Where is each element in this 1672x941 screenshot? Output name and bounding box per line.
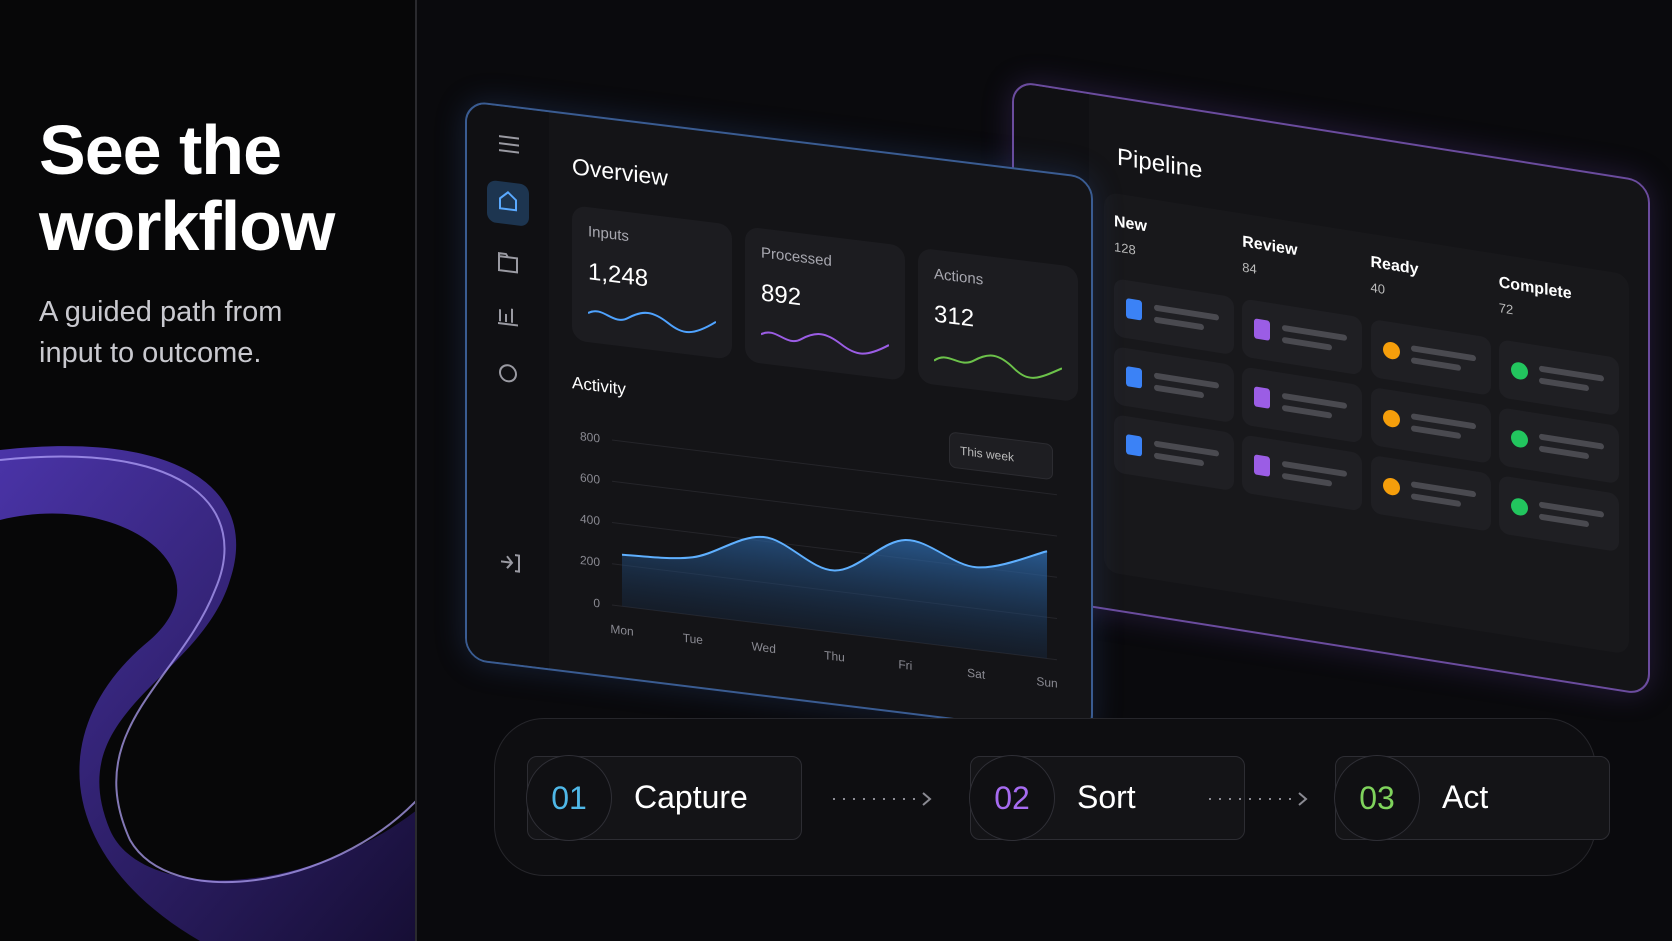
card-item [1114,414,1234,492]
pipeline-column: Review 84 [1242,233,1363,592]
headline-line: See the [39,111,282,189]
card-item [1498,475,1619,553]
card-item [1242,366,1363,444]
step: 01 Capture [526,755,802,841]
card-item [1114,346,1234,424]
pipeline-column: New 128 [1114,213,1234,572]
step: 02 Sort [969,755,1245,841]
subtitle-line: A guided path from [39,296,283,328]
step-label: Capture [634,779,748,815]
stat-label: Processed [761,244,832,271]
pipeline-board: New 128 Review 84 Ready 40 Complete 72 [1104,191,1629,655]
card-item [1498,339,1619,417]
activity-chart: 0 200 400 600 800 Mon Tue Wed Thu Fri Sat Sun [580,429,1058,691]
y-tick-label: 600 [580,470,600,486]
activity-area [622,537,1047,659]
stat-label: Actions [934,265,984,289]
decor-swoosh [0,446,415,941]
card-item [1498,407,1619,485]
pipeline-title: Pipeline [1117,143,1203,185]
step-label: Sort [1077,779,1136,815]
x-tick-label: Sun [1036,674,1057,691]
stat-card: Inputs 1,248 [572,205,732,360]
stat-card: Processed 892 [745,226,905,382]
step-number: 03 [1334,755,1420,841]
stat-value: 892 [761,279,802,312]
activity-title: Activity [572,373,626,399]
step-number: 01 [526,755,612,841]
pipeline-column: Complete 72 [1498,274,1619,633]
overview-card: Overview Inputs 1,248 Processed 892 Action… [465,100,1093,738]
card-item [1242,298,1363,376]
x-tick-label: Wed [751,639,775,656]
x-tick-label: Sat [967,666,986,682]
overview-title: Overview [572,153,668,191]
x-tick-label: Tue [683,631,704,647]
subtitle: A guided path from input to outcome. [39,292,282,374]
activity-line [621,536,1048,572]
sparkline [760,331,890,355]
card-item [1114,278,1234,356]
card-item [1370,386,1491,464]
sparkline [587,310,717,334]
x-tick-label: Mon [610,622,633,639]
step: 03 Act [1334,755,1610,841]
y-tick-label: 200 [580,553,600,569]
stat-value: 312 [934,300,975,333]
x-tick-label: Fri [898,657,912,673]
y-tick-label: 400 [580,512,600,528]
pipeline-card: Pipeline New 128 Review 84 Ready 40 Complet… [1012,80,1650,697]
subtitle-line: input to outcome. [39,337,262,369]
stat-label: Inputs [588,223,629,246]
pipeline-column: Ready 40 [1370,254,1491,613]
y-tick-label: 800 [580,429,600,445]
sidebar-icons [487,135,529,573]
grid-line [612,439,1057,496]
headline: See the workflow [39,111,335,265]
card-item [1242,434,1363,512]
headline-line: workflow [39,187,335,265]
card-item [1370,454,1491,532]
sparkline [933,354,1063,379]
stat-card: Actions 312 [918,247,1078,403]
step-arrows [833,792,1308,806]
hero-panel: See the workflow A guided path from input … [0,0,417,941]
y-tick-label: 0 [593,596,600,611]
steps-bar: 01 Capture 02 Sort 03 Act [494,718,1610,876]
sidebar [467,102,549,669]
grid-line [612,480,1057,537]
step-number: 02 [969,755,1055,841]
card-item [1370,318,1491,396]
x-tick-label: Thu [824,648,845,664]
step-label: Act [1442,779,1489,815]
stat-value: 1,248 [588,258,649,293]
